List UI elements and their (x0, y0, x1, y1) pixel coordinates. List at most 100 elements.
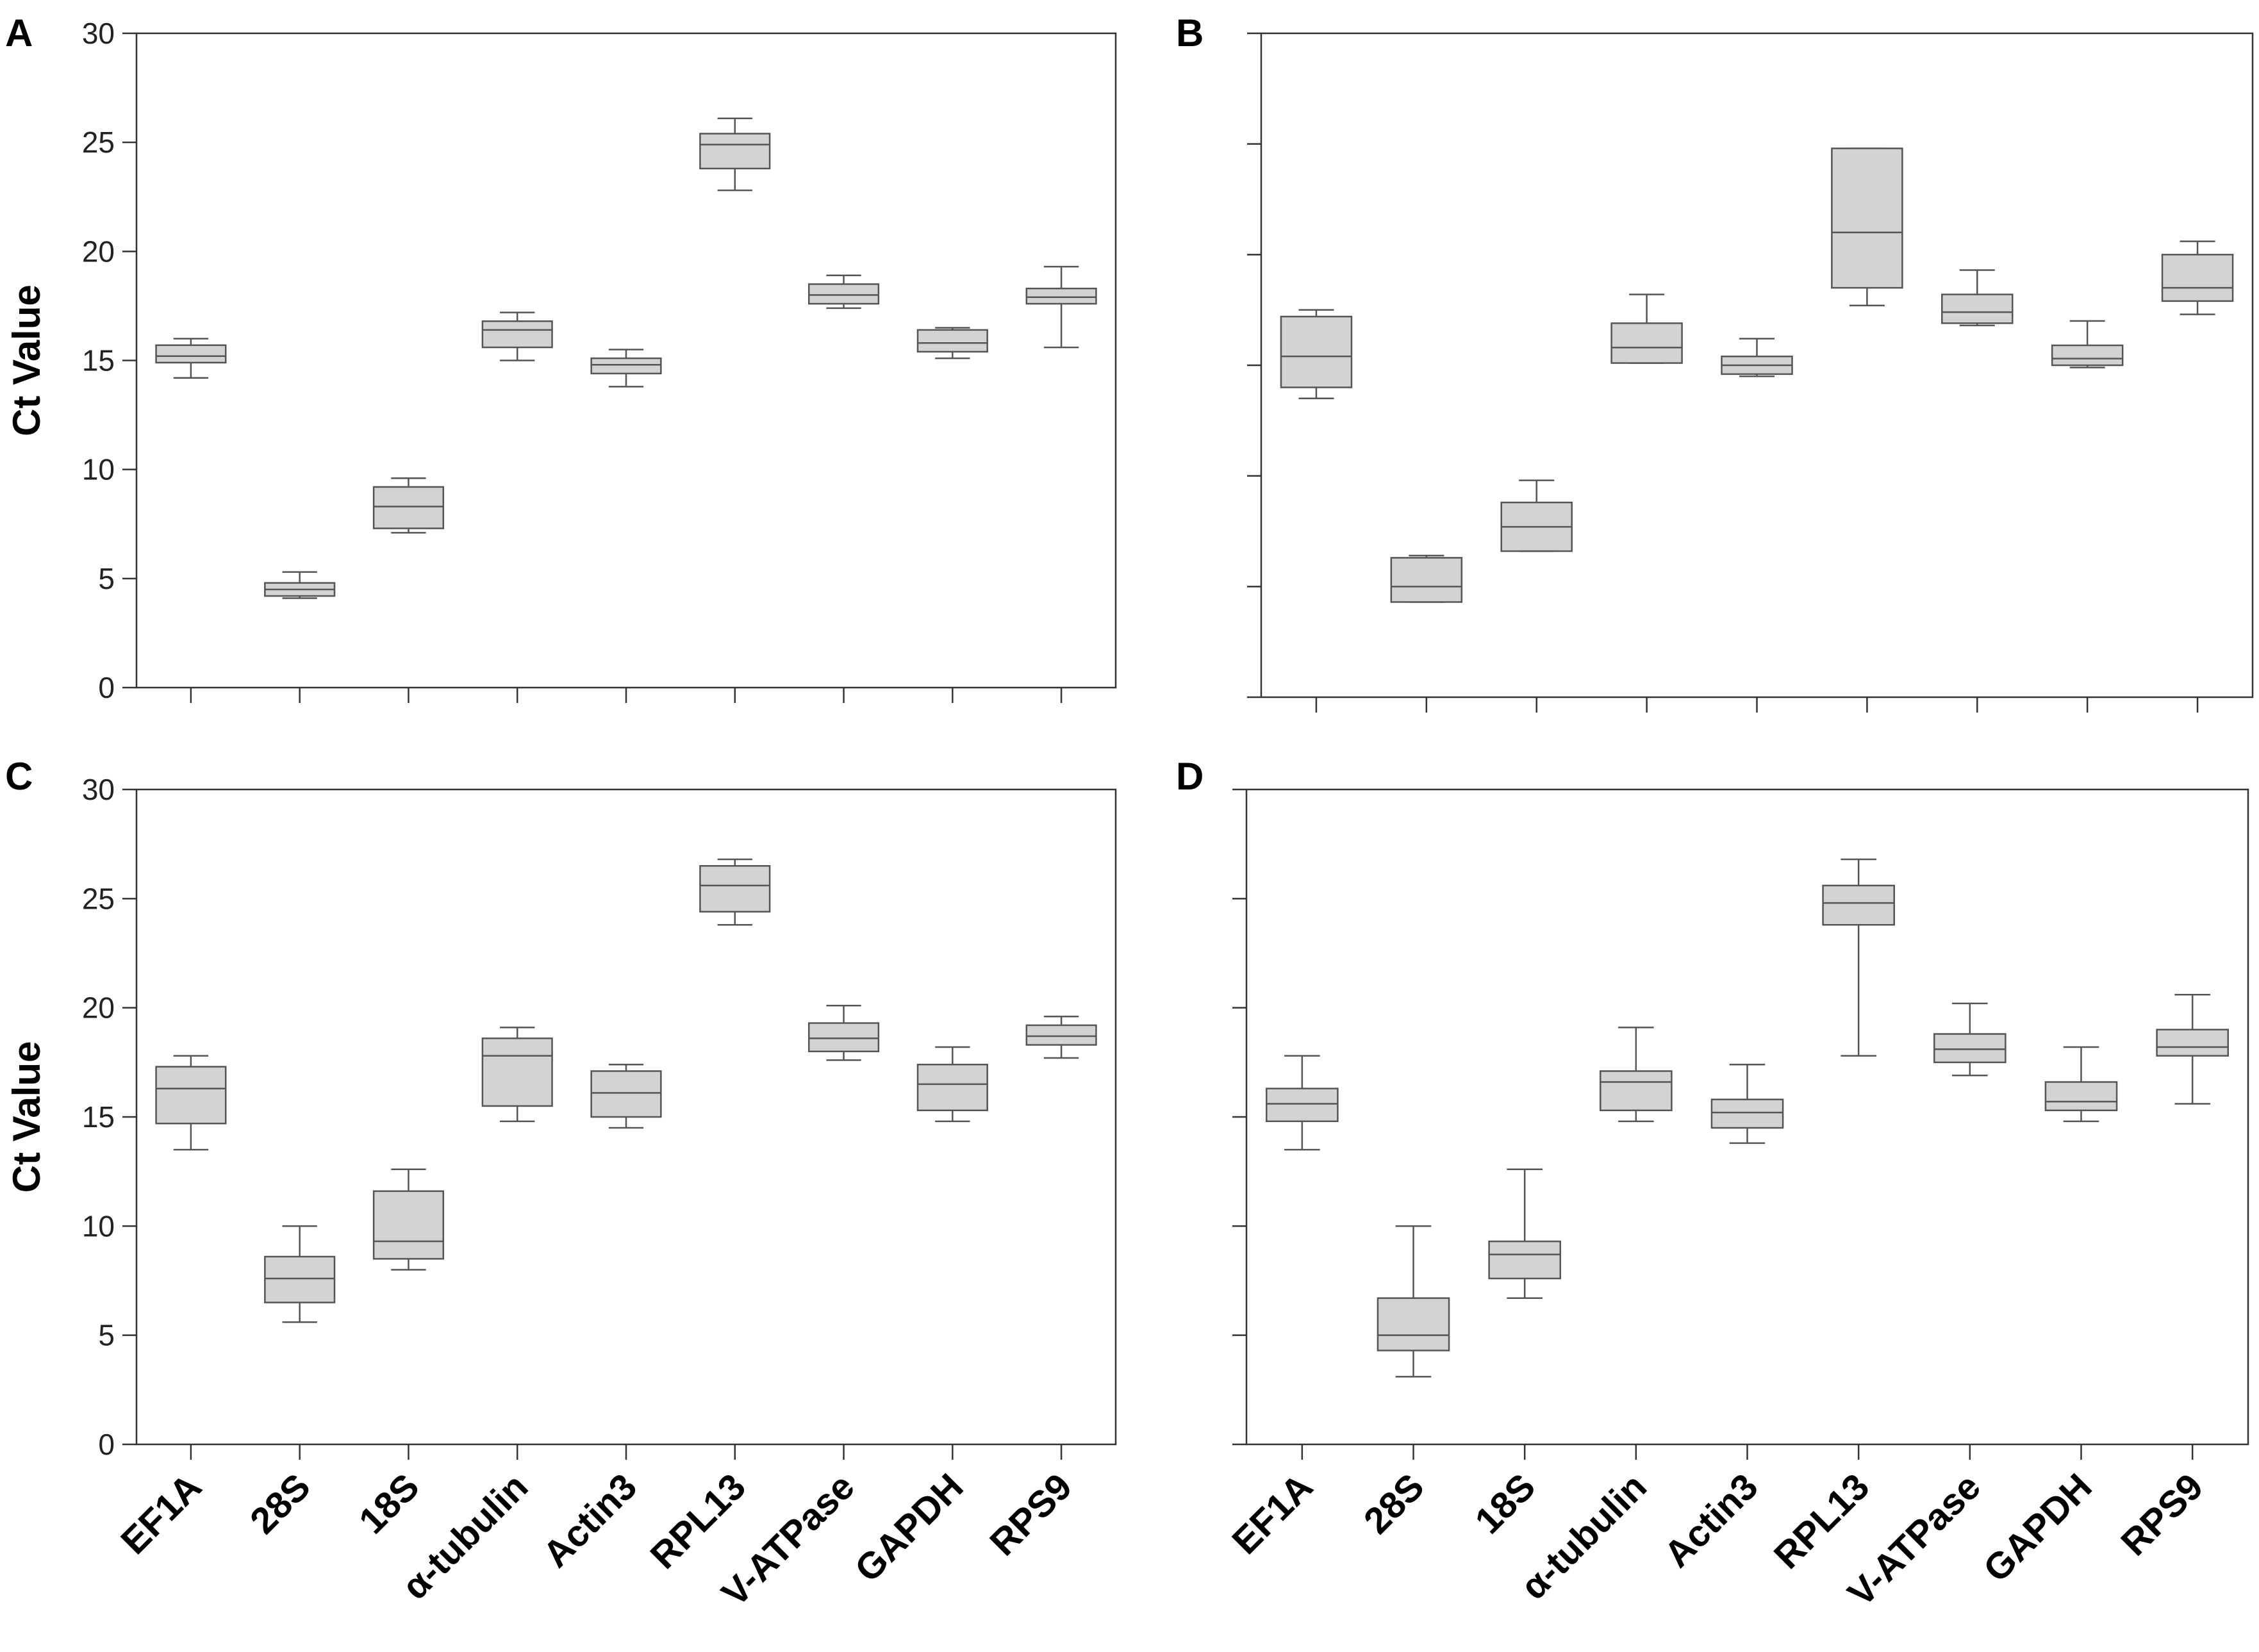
category-label: 28S (242, 1466, 319, 1542)
iqr-box (2052, 345, 2122, 365)
box-gapdh (2052, 321, 2122, 713)
y-axis-label: Ct Value (5, 285, 48, 436)
box-18s (374, 478, 443, 703)
y-tick-label: 10 (82, 453, 115, 486)
y-tick-label: 5 (98, 1319, 115, 1352)
iqr-box (156, 1067, 226, 1124)
y-tick-label: 25 (82, 882, 115, 915)
box-gapdh (2046, 1047, 2117, 1460)
box-18s (1489, 1169, 1560, 1460)
box--tubulin (1600, 1027, 1671, 1460)
category-label: GAPDH (1976, 1466, 2100, 1590)
box-v-atpase (1934, 1004, 2005, 1460)
box--tubulin (483, 1027, 552, 1460)
panel-letter: C (5, 755, 33, 798)
box-rps9 (2157, 995, 2228, 1460)
panel-letter: A (5, 12, 33, 54)
box-rpl13 (700, 119, 770, 703)
category-label: RPS9 (2113, 1466, 2211, 1564)
iqr-box (1832, 149, 1902, 288)
box-actin3 (1712, 1064, 1783, 1460)
category-label: EF1A (1224, 1466, 1321, 1562)
box-rps9 (1027, 1016, 1096, 1460)
y-tick-label: 10 (82, 1209, 115, 1243)
iqr-box (1823, 886, 1894, 925)
iqr-box (1489, 1241, 1560, 1278)
iqr-box (1266, 1089, 1337, 1121)
y-tick-label: 20 (82, 235, 115, 268)
box-rpl13 (700, 859, 770, 1460)
iqr-box (809, 1023, 879, 1052)
box-rps9 (1027, 267, 1096, 703)
iqr-box (918, 330, 988, 352)
iqr-box (2046, 1082, 2117, 1110)
category-label: RPL13 (1766, 1466, 1878, 1577)
iqr-box (700, 134, 770, 169)
iqr-box (1612, 323, 1682, 363)
iqr-box (483, 1038, 552, 1106)
category-label: GAPDH (847, 1466, 971, 1590)
box-plot-figure: A 0 5 10 15 20 25 30 Ct Value B C 0 5 10 15 20 25 30 Ct Va… (0, 0, 2259, 1652)
box-actin3 (592, 349, 661, 703)
box-28s (1378, 1226, 1449, 1460)
box-gapdh (918, 327, 988, 703)
box-v-atpase (809, 276, 879, 703)
box-ef1a (156, 1056, 226, 1460)
panel-letter: B (1176, 12, 1204, 54)
iqr-box (1600, 1071, 1671, 1110)
y-tick-label: 25 (82, 126, 115, 159)
iqr-box (374, 487, 443, 529)
iqr-box (592, 1071, 661, 1117)
category-label: Actin3 (535, 1466, 645, 1575)
iqr-box (1942, 294, 2012, 323)
panel-a: A 0 5 10 15 20 25 30 Ct Value (5, 12, 1116, 704)
y-tick-label: 0 (98, 671, 115, 704)
box-18s (374, 1169, 443, 1460)
category-label: RPS9 (982, 1466, 1080, 1564)
iqr-box (1934, 1034, 2005, 1062)
panel-letter: D (1176, 755, 1204, 798)
category-label: 18S (351, 1466, 427, 1542)
iqr-box (700, 866, 770, 912)
iqr-box (156, 345, 226, 363)
y-tick-label: 30 (82, 17, 115, 50)
box-rpl13 (1832, 149, 1902, 713)
category-label: 18S (1467, 1466, 1543, 1542)
box-actin3 (592, 1064, 661, 1460)
iqr-box (1027, 288, 1096, 304)
box-ef1a (1281, 310, 1352, 713)
y-tick-label: 15 (82, 344, 115, 377)
y-axis-label: Ct Value (5, 1041, 48, 1193)
box-v-atpase (809, 1005, 879, 1460)
box-28s (1391, 556, 1462, 713)
y-tick-label: 15 (82, 1100, 115, 1134)
panel-b: B (1176, 12, 2253, 713)
iqr-box (1027, 1025, 1096, 1045)
box-gapdh (918, 1047, 988, 1460)
category-label: EF1A (113, 1466, 210, 1562)
box-rpl13 (1823, 859, 1894, 1460)
box--tubulin (483, 313, 552, 703)
y-tick-label: 5 (98, 562, 115, 595)
y-tick-label: 30 (82, 773, 115, 806)
box-28s (265, 572, 335, 703)
iqr-box (1378, 1298, 1449, 1351)
box-v-atpase (1942, 270, 2012, 713)
y-tick-label: 0 (98, 1428, 115, 1461)
category-label: 28S (1356, 1466, 1432, 1542)
iqr-box (374, 1191, 443, 1259)
iqr-box (483, 321, 552, 347)
y-tick-label: 20 (82, 991, 115, 1025)
iqr-box (265, 1257, 335, 1303)
iqr-box (1281, 317, 1352, 388)
iqr-box (2157, 1030, 2228, 1056)
category-label: Actin3 (1656, 1466, 1766, 1575)
box-rps9 (2162, 242, 2233, 713)
iqr-box (1391, 558, 1462, 602)
box-18s (1502, 481, 1572, 713)
iqr-box (918, 1064, 988, 1111)
iqr-box (592, 358, 661, 374)
box-28s (265, 1226, 335, 1460)
